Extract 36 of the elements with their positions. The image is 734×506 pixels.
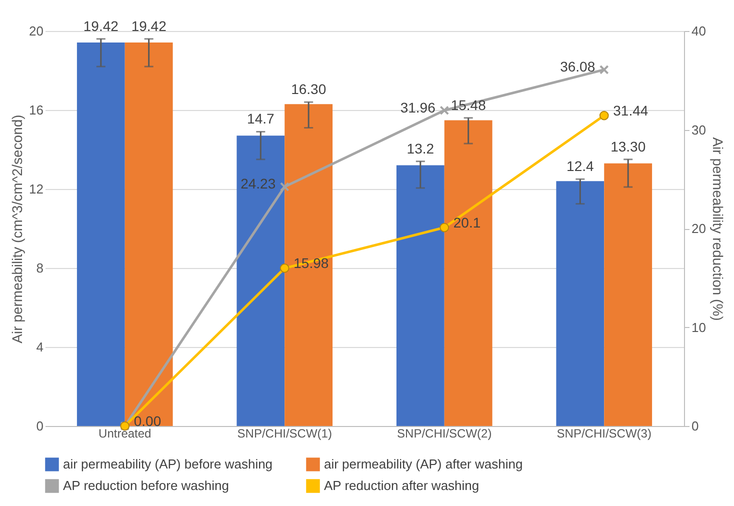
y-tick-label: 4 [36, 340, 44, 354]
y-tick-label: 16 [29, 102, 44, 118]
y2-tick-label: 40 [692, 24, 706, 38]
data-label: 36.08 [560, 58, 596, 75]
data-label: 31.96 [400, 99, 436, 116]
y-tick-label: 0 [36, 418, 44, 434]
y-axis-title: Air permeability (cm^3/cm^2/second) [9, 114, 26, 344]
legend-label: air permeability (AP) before washing [63, 456, 273, 472]
data-label: 0.00 [134, 413, 162, 429]
data-label: 13.2 [406, 140, 434, 156]
x-tick-label: SNP/CHI/SCW(1) [237, 426, 332, 440]
data-label: 15.98 [294, 255, 329, 272]
y2-tick-label: 30 [692, 122, 706, 138]
y-tick-label: 20 [29, 24, 44, 38]
data-label: 12.4 [566, 158, 594, 174]
y-tick-label: 8 [36, 260, 44, 276]
legend-label: AP reduction after washing [324, 478, 480, 493]
y2-tick-label: 20 [692, 221, 706, 236]
y2-axis-title: Air permeability reduction (%) [710, 137, 726, 321]
data-label: 16.30 [291, 81, 326, 98]
y-tick-label: 12 [29, 182, 44, 196]
y2-tick-label: 10 [692, 320, 706, 335]
x-tick-label: SNP/CHI/SCW(2) [397, 426, 492, 440]
data-label: 15.48 [450, 96, 486, 113]
data-label: 24.23 [240, 176, 276, 192]
legend-label: AP reduction before washing [63, 478, 229, 493]
data-label: 20.1 [453, 214, 481, 231]
legend-label: air permeability (AP) after washing [324, 456, 523, 472]
x-tick-label: SNP/CHI/SCW(3) [556, 426, 652, 440]
data-label: 31.44 [613, 102, 648, 119]
x-tick-label: Untreated [98, 426, 152, 440]
data-label: 14.7 [247, 110, 274, 127]
data-label: 19.42 [83, 18, 119, 34]
data-label: 13.30 [610, 138, 646, 154]
data-label: 19.42 [131, 18, 167, 34]
y2-tick-label: 0 [692, 418, 699, 434]
